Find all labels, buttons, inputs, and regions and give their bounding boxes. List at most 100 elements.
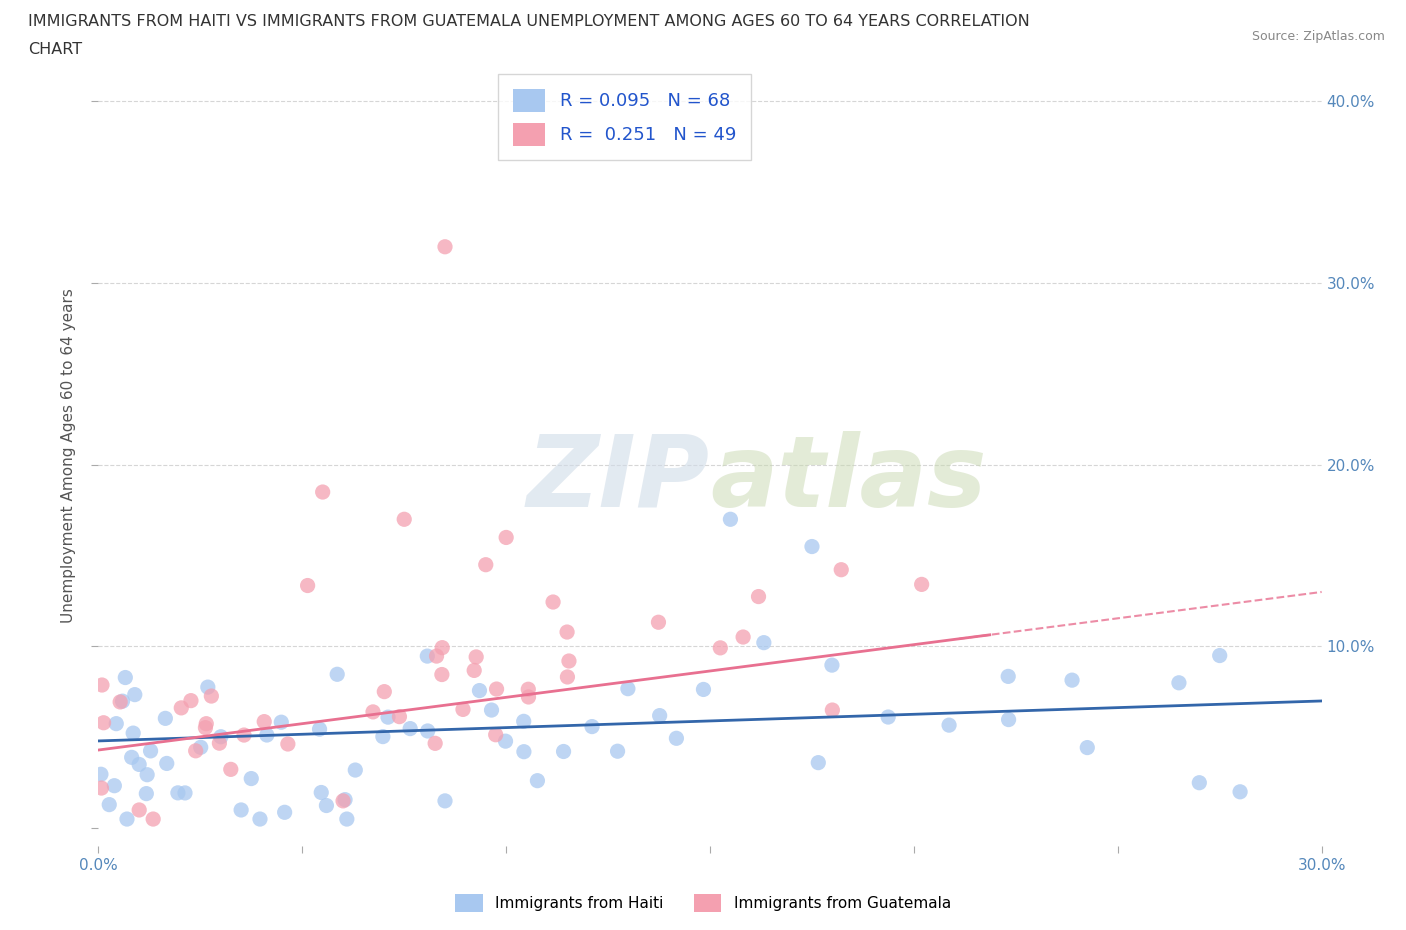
Y-axis label: Unemployment Among Ages 60 to 64 years: Unemployment Among Ages 60 to 64 years <box>60 288 76 623</box>
Point <box>332 793 354 808</box>
Legend: R = 0.095   N = 68, R =  0.251   N = 49: R = 0.095 N = 68, R = 0.251 N = 49 <box>498 74 751 160</box>
Point <box>1209 648 1232 663</box>
Point <box>194 720 217 735</box>
Point <box>557 670 579 684</box>
Point <box>197 680 219 695</box>
Point <box>180 693 202 708</box>
Point <box>249 812 271 827</box>
Point <box>434 793 457 808</box>
Point <box>648 708 671 723</box>
Text: Source: ZipAtlas.com: Source: ZipAtlas.com <box>1251 30 1385 43</box>
Point <box>517 689 540 704</box>
Point <box>481 703 503 718</box>
Point <box>541 594 564 609</box>
Point <box>425 648 447 663</box>
Point <box>581 719 603 734</box>
Point <box>270 715 292 730</box>
Point <box>312 485 335 499</box>
Text: CHART: CHART <box>28 42 82 57</box>
Point <box>142 812 165 827</box>
Point <box>1060 672 1083 687</box>
Point <box>277 737 299 751</box>
Point <box>309 785 332 800</box>
Point <box>174 786 197 801</box>
Point <box>432 640 454 655</box>
Point <box>558 654 581 669</box>
Point <box>485 727 508 742</box>
Point <box>465 649 488 664</box>
Point <box>184 743 207 758</box>
Point <box>135 786 157 801</box>
Point <box>821 658 844 672</box>
Point <box>105 716 128 731</box>
Point <box>115 812 138 827</box>
Point <box>463 663 485 678</box>
Point <box>377 710 399 724</box>
Point <box>98 797 121 812</box>
Point <box>297 578 319 593</box>
Point <box>90 767 112 782</box>
Point <box>90 780 112 795</box>
Point <box>128 803 150 817</box>
Point <box>495 530 517 545</box>
Point <box>911 577 934 591</box>
Point <box>747 589 769 604</box>
Point <box>692 682 714 697</box>
Point <box>240 771 263 786</box>
Point <box>1076 740 1098 755</box>
Point <box>434 239 457 254</box>
Point <box>103 778 125 793</box>
Legend: Immigrants from Haiti, Immigrants from Guatemala: Immigrants from Haiti, Immigrants from G… <box>449 888 957 918</box>
Point <box>801 539 824 554</box>
Point <box>253 714 276 729</box>
Point <box>209 729 232 744</box>
Text: ZIP: ZIP <box>527 431 710 527</box>
Point <box>485 682 508 697</box>
Point <box>128 757 150 772</box>
Point <box>392 512 416 526</box>
Point <box>208 736 231 751</box>
Point <box>512 714 534 729</box>
Point <box>877 710 900 724</box>
Point <box>333 792 356 807</box>
Point <box>938 718 960 733</box>
Point <box>451 702 474 717</box>
Point <box>821 702 844 717</box>
Point <box>526 773 548 788</box>
Point <box>170 700 193 715</box>
Point <box>361 704 384 719</box>
Point <box>997 712 1019 727</box>
Point <box>308 722 330 737</box>
Point <box>513 744 536 759</box>
Point <box>423 736 446 751</box>
Point <box>807 755 830 770</box>
Point <box>1167 675 1189 690</box>
Point <box>830 563 852 578</box>
Text: atlas: atlas <box>710 431 987 527</box>
Point <box>430 667 453 682</box>
Point <box>326 667 349 682</box>
Point <box>315 798 337 813</box>
Point <box>495 734 517 749</box>
Point <box>752 635 775 650</box>
Point <box>617 682 640 697</box>
Point <box>167 786 190 801</box>
Point <box>111 694 134 709</box>
Point <box>200 688 222 703</box>
Point <box>416 724 439 738</box>
Point <box>139 743 162 758</box>
Point <box>219 762 242 777</box>
Point <box>373 684 395 699</box>
Point <box>124 687 146 702</box>
Point <box>344 763 367 777</box>
Point <box>371 729 394 744</box>
Point <box>647 615 669 630</box>
Point <box>468 684 491 698</box>
Point <box>231 803 253 817</box>
Point <box>256 727 278 742</box>
Point <box>399 721 422 736</box>
Point <box>665 731 688 746</box>
Point <box>121 750 143 764</box>
Point <box>93 715 115 730</box>
Point <box>555 625 578 640</box>
